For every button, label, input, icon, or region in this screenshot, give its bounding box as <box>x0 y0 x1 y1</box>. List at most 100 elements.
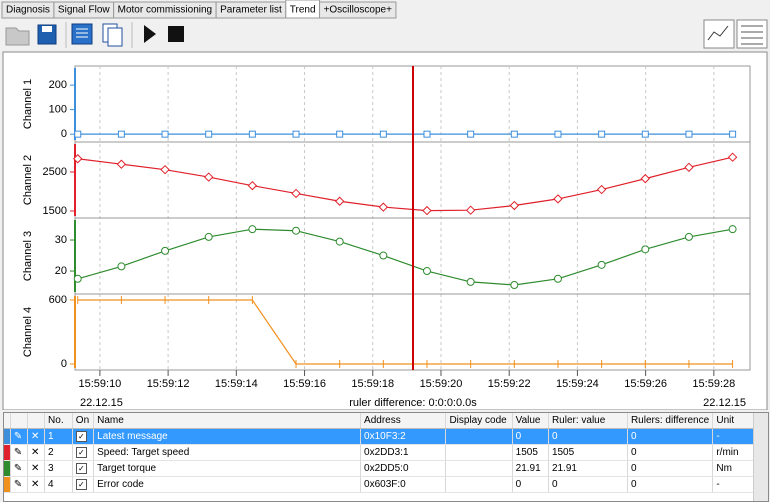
checkbox[interactable]: ✓ <box>75 447 87 458</box>
row-number: 4 <box>44 476 73 493</box>
value-cell: 0 <box>512 476 549 493</box>
x-tick-label: 15:59:22 <box>488 378 531 390</box>
header-cell: Rulers: difference <box>627 413 714 429</box>
header-cell <box>10 413 28 429</box>
list-icon[interactable] <box>71 23 93 45</box>
marker <box>422 205 432 216</box>
marker <box>117 262 126 271</box>
ruler-difference-cell: 0 <box>627 460 714 477</box>
marker <box>423 130 431 138</box>
marker <box>379 130 387 138</box>
tab[interactable] <box>319 1 397 19</box>
display-code-cell <box>445 444 513 461</box>
row-number: 1 <box>44 428 73 445</box>
marker <box>684 162 694 173</box>
toolbar <box>0 18 770 50</box>
marker <box>684 232 693 241</box>
tab-label: Signal Flow <box>58 5 110 16</box>
marker <box>596 184 607 195</box>
marker <box>378 202 389 212</box>
edit-icon[interactable]: ✎ <box>10 460 28 477</box>
marker <box>640 173 650 184</box>
series-line <box>77 228 733 286</box>
x-tick-label: 15:59:26 <box>624 378 667 390</box>
color-swatch <box>4 444 11 461</box>
address-cell: 0x2DD3:1 <box>360 444 447 461</box>
header-cell: Address <box>360 413 447 429</box>
save-icon-label <box>42 26 52 32</box>
unit-cell: r/min <box>712 444 754 461</box>
play-icon[interactable] <box>144 25 156 43</box>
value-cell: 0 <box>512 428 549 445</box>
ruler-value-cell: 0 <box>548 428 628 445</box>
color-swatch <box>4 428 11 445</box>
header-cell <box>27 413 46 429</box>
marker <box>160 164 170 175</box>
marker <box>203 172 214 182</box>
marker <box>292 130 300 138</box>
view-table-icon[interactable] <box>736 19 768 49</box>
marker <box>510 130 518 138</box>
delete-icon[interactable]: ✕ <box>27 428 46 445</box>
delete-icon[interactable]: ✕ <box>27 460 46 477</box>
name-cell: Target torque <box>93 460 362 477</box>
date-left: 22.12.15 <box>80 397 123 409</box>
marker <box>248 130 256 138</box>
marker <box>379 251 388 260</box>
unit-cell: - <box>712 476 754 493</box>
checkbox[interactable]: ✓ <box>75 463 87 474</box>
row-number: 3 <box>44 460 73 477</box>
tab-label: Diagnosis <box>6 5 50 16</box>
x-tick-label: 15:59:24 <box>556 378 599 390</box>
checkbox[interactable]: ✓ <box>75 431 87 442</box>
view-trend-icon[interactable] <box>703 19 735 49</box>
table-row[interactable]: ✎ ✕ 3 ✓ Target torque 0x2DD5:0 21.91 21.91 0 Nm <box>4 460 754 477</box>
marker <box>161 246 170 255</box>
marker <box>74 130 82 138</box>
marker <box>73 274 82 283</box>
on-cell: ✓ <box>72 444 95 461</box>
scrollbar[interactable] <box>753 413 768 501</box>
table-row[interactable]: ✎ ✕ 2 ✓ Speed: Target speed 0x2DD3:1 1505 1505 0… <box>4 444 754 461</box>
marker <box>597 260 606 269</box>
marker <box>73 154 83 164</box>
delete-icon[interactable]: ✕ <box>27 476 46 493</box>
edit-icon[interactable]: ✎ <box>10 444 28 461</box>
header-cell <box>4 413 11 429</box>
marker <box>422 267 431 276</box>
delete-icon[interactable]: ✕ <box>27 444 46 461</box>
y-tick-label: 200 <box>49 79 67 91</box>
channel-label: Channel 2 <box>22 155 34 205</box>
edit-icon[interactable]: ✎ <box>10 428 28 445</box>
marker <box>336 130 344 138</box>
x-tick-label: 15:59:28 <box>692 378 735 390</box>
series-line <box>77 299 733 365</box>
address-cell: 0x2DD5:0 <box>360 460 447 477</box>
checkbox[interactable]: ✓ <box>75 479 87 490</box>
on-cell: ✓ <box>72 460 95 477</box>
ruler-value-cell: 0 <box>548 476 628 493</box>
marker <box>117 130 125 138</box>
table-row[interactable]: ✎ ✕ 1 ✓ Latest message 0x10F3:2 0 0 0- <box>4 428 754 445</box>
row-number: 2 <box>44 444 73 461</box>
marker <box>598 130 606 138</box>
series-line <box>77 156 733 212</box>
x-tick-label: 15:59:14 <box>215 378 258 390</box>
marker <box>205 130 213 138</box>
marker <box>467 130 475 138</box>
ruler-difference: ruler difference: 0:0:0:0.0s <box>349 397 477 409</box>
y-tick-label: 600 <box>49 294 67 306</box>
name-cell: Speed: Target speed <box>93 444 362 461</box>
open-icon[interactable] <box>5 27 30 46</box>
header-row: No. On Name Address Display code Value Ruler: … <box>4 413 754 429</box>
edit-icon[interactable]: ✎ <box>10 476 28 493</box>
stop-icon[interactable] <box>168 26 184 42</box>
tab-label: Motor commissioning <box>118 5 212 16</box>
header-cell: Value <box>512 413 549 429</box>
signal-table: No. On Name Address Display code Value Ruler: … <box>3 412 769 502</box>
table-row[interactable]: ✎ ✕ 4 ✓ Error code 0x603F:0 0 0 0- <box>4 476 754 493</box>
ruler-difference-cell: 0 <box>627 428 714 445</box>
marker <box>641 245 650 254</box>
marker <box>641 130 649 138</box>
marker <box>465 205 476 215</box>
